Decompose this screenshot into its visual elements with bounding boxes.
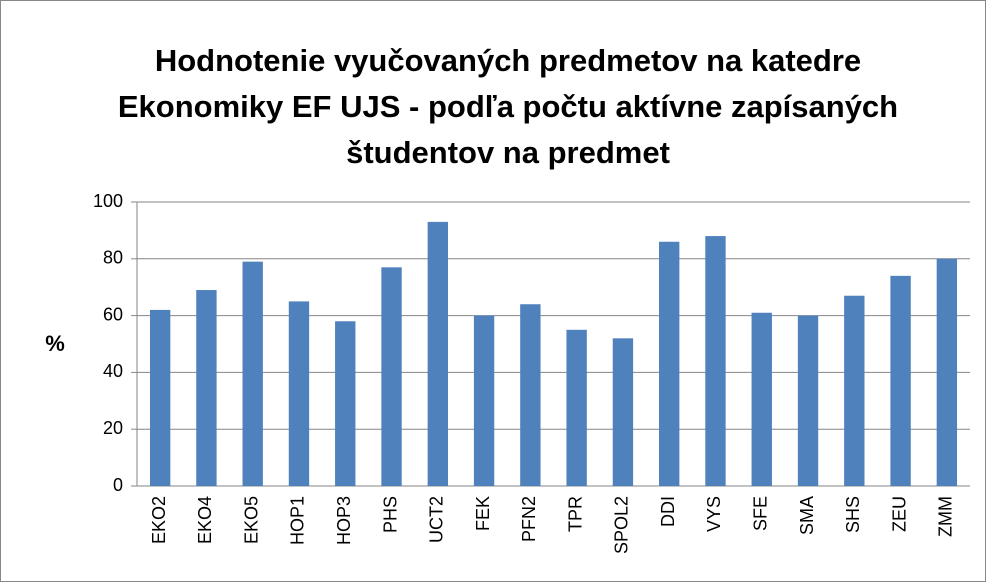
bar [288,301,310,486]
x-tick-label: SMA [797,496,817,535]
y-tick-label: 0 [113,475,123,495]
x-tick-label: UCT2 [427,496,447,543]
bar [890,275,911,486]
bar [936,258,958,486]
bar [659,241,680,486]
y-tick-label: 60 [103,304,123,324]
x-tick-label: HOP1 [288,496,308,545]
x-tick-label: TPR [565,496,585,532]
bar [612,338,634,486]
x-tick-label: ZMM [936,496,956,537]
bar [844,295,865,486]
x-tick-label: SHS [843,496,863,533]
bar [242,261,263,486]
y-tick-label: 40 [103,361,123,381]
x-tick-label: SFE [751,496,771,531]
bar [520,304,541,486]
bar [705,236,726,486]
bar [381,267,402,486]
bar [566,329,587,486]
bar [427,221,448,486]
x-tick-label: FEK [473,496,493,531]
x-tick-label: PFN2 [519,496,539,542]
x-tick-label: EKO4 [195,496,215,544]
bar [473,315,495,486]
y-tick-label: 80 [103,248,123,268]
bar [797,315,819,486]
x-tick-label: VYS [704,496,724,532]
y-tick-label: 20 [103,418,123,438]
y-axis-label: % [45,331,65,356]
x-tick-label: DDI [658,496,678,527]
x-tick-label: EKO5 [241,496,261,544]
bar [196,290,217,486]
bar [335,321,356,486]
x-tick-label: EKO2 [149,496,169,544]
x-tick-label: HOP3 [334,496,354,545]
chart-title: Hodnotenie vyučovaných predmetov na kate… [117,43,899,170]
y-tick-label: 100 [93,191,123,211]
x-tick-label: SPOL2 [612,496,632,554]
x-tick-label: ZEU [889,496,909,532]
bar [149,309,171,486]
x-tick-label: PHS [380,496,400,533]
bar [751,312,772,486]
